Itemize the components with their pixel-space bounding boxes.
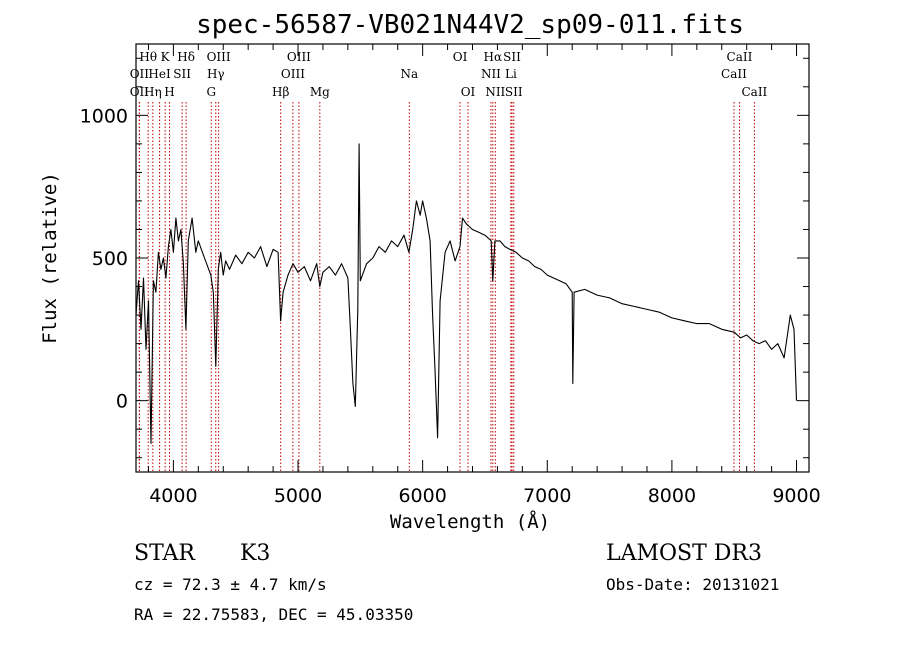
spectral-line-label: Na — [400, 67, 418, 81]
spectral-line-label: OII — [130, 85, 150, 99]
spectral-line-label: Li — [505, 67, 517, 81]
spectral-line-label: HeI — [148, 67, 171, 81]
spectral-line-label: CaII — [721, 67, 747, 81]
coordinates: RA = 22.75583, DEC = 45.03350 — [134, 605, 413, 624]
spectral-line-label: NII — [485, 85, 505, 99]
spectral-line-label: H — [164, 85, 174, 99]
spectral-line-label: OIII — [207, 50, 231, 64]
object-subclass: K3 — [240, 541, 270, 566]
x-tick-label: 8000 — [648, 485, 696, 507]
plot-frame — [135, 43, 810, 473]
x-tick-label: 4000 — [149, 485, 197, 507]
x-axis-label: Wavelength (Å) — [390, 510, 550, 533]
x-tick-label: 6000 — [398, 485, 446, 507]
spectrum-series — [135, 143, 798, 445]
spectral-line-label: K — [161, 50, 171, 64]
obs-date: Obs-Date: 20131021 — [606, 575, 779, 594]
spectral-line-label: SII — [505, 85, 523, 99]
spectral-line-label: G — [206, 85, 216, 99]
redshift-readout: cz = 72.3 ± 4.7 km/s — [134, 575, 327, 594]
spectral-line-label: Hη — [144, 85, 162, 99]
spectral-line-label: SII — [173, 67, 191, 81]
y-axis-label: Flux (relative) — [39, 172, 61, 344]
survey-name: LAMOST DR3 — [606, 541, 762, 566]
spectrum-line — [135, 143, 798, 445]
x-tick-label: 7000 — [523, 485, 571, 507]
spectral-line-label: Hδ — [177, 50, 195, 64]
spectral-line-label: OI — [453, 50, 468, 64]
spectral-line-label: OIII — [281, 67, 305, 81]
spectral-line-label: Mg — [310, 85, 330, 99]
spectral-line-label: OIII — [287, 50, 311, 64]
spectral-line-label: Hβ — [272, 85, 289, 99]
spectral-line-label: CaII — [727, 50, 753, 64]
axis-ticks: 4000 5000 6000 7000 8000 9000 0 500 1000 — [80, 44, 821, 507]
spectral-line-label: OII — [130, 67, 150, 81]
spectral-line-label: Hα — [484, 50, 503, 64]
spectral-line-label: Hγ — [207, 67, 225, 81]
chart-title: spec-56587-VB021N44V2_sp09-011.fits — [196, 10, 744, 40]
object-class: STAR — [134, 541, 196, 566]
spectral-line-label: OI — [461, 85, 476, 99]
spectral-line-label: CaII — [741, 85, 767, 99]
spectral-line-label: NII — [481, 67, 501, 81]
x-tick-label: 5000 — [274, 485, 322, 507]
spectral-line-label: SII — [503, 50, 521, 64]
y-tick-label: 500 — [92, 248, 128, 270]
y-tick-label: 0 — [116, 391, 128, 413]
spectral-line-label: Hθ — [139, 50, 157, 64]
y-tick-label: 1000 — [80, 105, 128, 127]
x-tick-label: 9000 — [772, 485, 820, 507]
